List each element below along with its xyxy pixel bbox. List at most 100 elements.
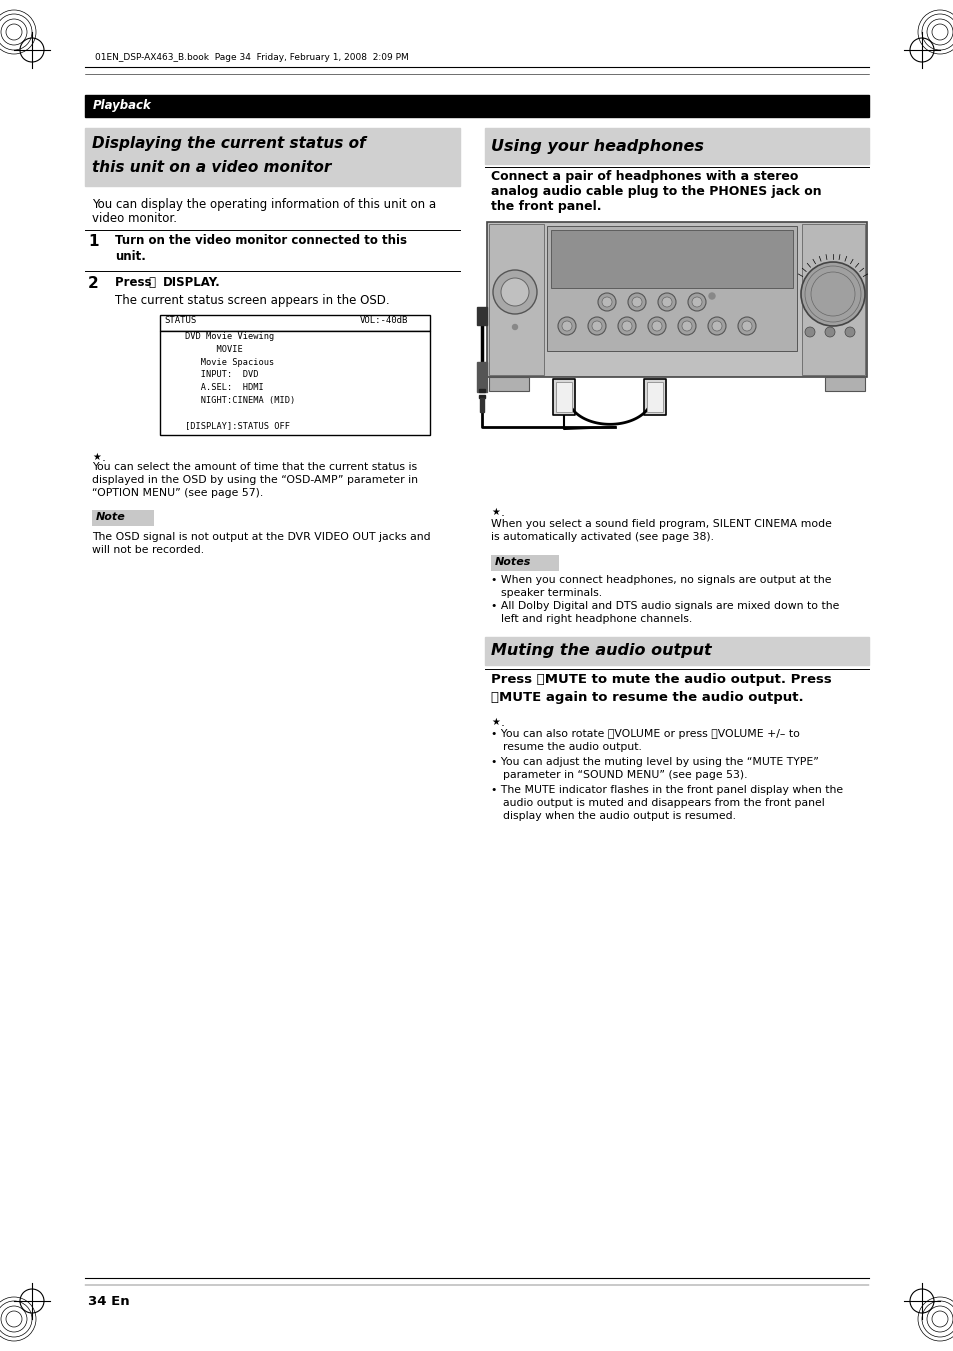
Text: “OPTION MENU” (see page 57).: “OPTION MENU” (see page 57). <box>91 488 263 499</box>
Circle shape <box>681 322 691 331</box>
Circle shape <box>658 293 676 311</box>
Circle shape <box>651 322 661 331</box>
Text: ★: ★ <box>91 453 101 462</box>
Text: video monitor.: video monitor. <box>91 212 177 226</box>
Text: • You can also rotate ⓂVOLUME or press ⓂVOLUME +/– to: • You can also rotate ⓂVOLUME or press Ⓜ… <box>491 730 799 739</box>
Text: Muting the audio output: Muting the audio output <box>491 643 711 658</box>
Text: 34 En: 34 En <box>88 1296 130 1308</box>
Text: .: . <box>500 507 504 519</box>
Text: .: . <box>102 451 106 463</box>
Text: the front panel.: the front panel. <box>491 200 601 213</box>
Bar <box>476 362 486 392</box>
Circle shape <box>493 270 537 313</box>
Text: Notes: Notes <box>495 557 531 567</box>
Text: The current status screen appears in the OSD.: The current status screen appears in the… <box>115 295 389 307</box>
Text: • You can adjust the muting level by using the “MUTE TYPE”: • You can adjust the muting level by usi… <box>491 757 818 767</box>
Bar <box>646 382 662 412</box>
Bar <box>801 224 864 376</box>
Text: The OSD signal is not output at the DVR VIDEO OUT jacks and: The OSD signal is not output at the DVR … <box>91 532 430 542</box>
Text: Movie Spacious: Movie Spacious <box>164 358 274 366</box>
Text: speaker terminals.: speaker terminals. <box>500 588 601 598</box>
Bar <box>489 377 529 390</box>
Circle shape <box>618 317 636 335</box>
Text: resume the audio output.: resume the audio output. <box>502 742 641 753</box>
Text: Press: Press <box>115 276 155 289</box>
Text: Note: Note <box>96 512 126 521</box>
Text: Using your headphones: Using your headphones <box>491 139 703 154</box>
Text: left and right headphone channels.: left and right headphone channels. <box>500 613 692 624</box>
Bar <box>160 331 430 435</box>
Bar <box>553 380 575 415</box>
Text: unit.: unit. <box>115 250 146 263</box>
Bar <box>476 307 486 326</box>
Circle shape <box>500 278 529 305</box>
Circle shape <box>844 327 854 336</box>
Text: ⓂMUTE again to resume the audio output.: ⓂMUTE again to resume the audio output. <box>491 690 802 704</box>
Bar <box>486 222 866 377</box>
Text: INPUT:  DVD: INPUT: DVD <box>164 370 258 380</box>
Circle shape <box>592 322 601 331</box>
Circle shape <box>647 317 665 335</box>
Circle shape <box>661 297 671 307</box>
Circle shape <box>687 293 705 311</box>
Bar <box>484 638 868 665</box>
Bar <box>556 382 572 412</box>
Text: will not be recorded.: will not be recorded. <box>91 544 204 555</box>
Circle shape <box>801 262 864 326</box>
Circle shape <box>621 322 631 331</box>
Circle shape <box>691 297 701 307</box>
Circle shape <box>598 293 616 311</box>
Text: You can display the operating information of this unit on a: You can display the operating informatio… <box>91 199 436 211</box>
Bar <box>85 95 868 118</box>
Bar <box>489 224 543 376</box>
Circle shape <box>707 317 725 335</box>
Bar <box>643 380 665 415</box>
Text: DVD Movie Viewing: DVD Movie Viewing <box>164 332 274 340</box>
Text: When you select a sound field program, SILENT CINEMA mode: When you select a sound field program, S… <box>491 519 831 530</box>
Bar <box>478 394 484 399</box>
Text: displayed in the OSD by using the “OSD-AMP” parameter in: displayed in the OSD by using the “OSD-A… <box>91 476 417 485</box>
Text: .: . <box>500 716 504 730</box>
Circle shape <box>824 327 834 336</box>
Bar <box>484 128 868 163</box>
Text: Playback: Playback <box>92 100 152 112</box>
Text: ★: ★ <box>491 717 499 727</box>
Text: VOL:-40dB: VOL:-40dB <box>359 316 408 326</box>
Text: 01EN_DSP-AX463_B.book  Page 34  Friday, February 1, 2008  2:09 PM: 01EN_DSP-AX463_B.book Page 34 Friday, Fe… <box>95 54 408 62</box>
Text: ★: ★ <box>491 507 499 517</box>
Circle shape <box>631 297 641 307</box>
Bar <box>91 509 153 526</box>
Text: NIGHT:CINEMA (MID): NIGHT:CINEMA (MID) <box>164 396 294 405</box>
Circle shape <box>708 293 714 299</box>
Text: STATUS: STATUS <box>164 316 196 326</box>
Bar <box>478 389 484 392</box>
Text: Turn on the video monitor connected to this: Turn on the video monitor connected to t… <box>115 234 407 247</box>
Text: 1: 1 <box>88 234 98 249</box>
Bar <box>824 377 864 390</box>
Text: Displaying the current status of: Displaying the current status of <box>91 136 365 151</box>
Circle shape <box>587 317 605 335</box>
Circle shape <box>804 327 814 336</box>
Text: audio output is muted and disappears from the front panel: audio output is muted and disappears fro… <box>502 798 824 808</box>
Circle shape <box>561 322 572 331</box>
Circle shape <box>738 317 755 335</box>
Text: • When you connect headphones, no signals are output at the: • When you connect headphones, no signal… <box>491 576 831 585</box>
Bar <box>85 128 459 186</box>
Circle shape <box>627 293 645 311</box>
Text: is automatically activated (see page 38).: is automatically activated (see page 38)… <box>491 532 713 542</box>
Text: MOVIE: MOVIE <box>164 345 242 354</box>
Text: Connect a pair of headphones with a stereo: Connect a pair of headphones with a ster… <box>491 170 798 182</box>
Bar <box>479 399 483 412</box>
Circle shape <box>711 322 721 331</box>
Text: [DISPLAY]:STATUS OFF: [DISPLAY]:STATUS OFF <box>164 422 290 431</box>
Bar <box>551 230 792 288</box>
Text: display when the audio output is resumed.: display when the audio output is resumed… <box>502 811 735 821</box>
Text: this unit on a video monitor: this unit on a video monitor <box>91 159 331 176</box>
Circle shape <box>678 317 696 335</box>
Text: 2: 2 <box>88 276 99 290</box>
Text: Press ⓂMUTE to mute the audio output. Press: Press ⓂMUTE to mute the audio output. Pr… <box>491 673 831 686</box>
Text: A.SEL:  HDMI: A.SEL: HDMI <box>164 384 263 392</box>
Circle shape <box>601 297 612 307</box>
Text: • All Dolby Digital and DTS audio signals are mixed down to the: • All Dolby Digital and DTS audio signal… <box>491 601 839 611</box>
Text: • The MUTE indicator flashes in the front panel display when the: • The MUTE indicator flashes in the fron… <box>491 785 842 794</box>
